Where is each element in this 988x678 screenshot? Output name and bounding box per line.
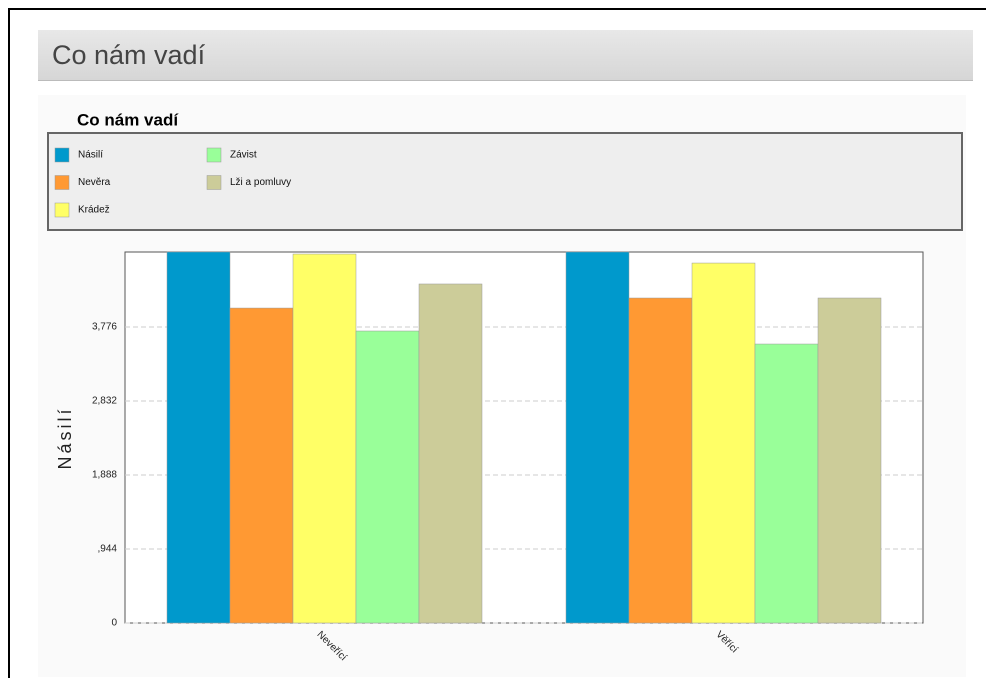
- x-tick-label: Věřící: [714, 629, 740, 655]
- bar: [691, 262, 756, 624]
- y-tick-label: ,944: [98, 544, 118, 555]
- bar: [292, 253, 357, 624]
- legend-label: Nevěra: [78, 177, 111, 188]
- bar: [166, 251, 231, 624]
- legend-label: Lži a pomluvy: [230, 177, 291, 188]
- legend-label: Krádež: [78, 205, 110, 216]
- bar: [355, 330, 420, 624]
- legend-swatch: [54, 147, 70, 163]
- y-axis-label: Násilí: [55, 406, 75, 469]
- page-header: Co nám vadí: [38, 30, 973, 81]
- bar: [565, 251, 630, 624]
- page-title: Co nám vadí: [52, 40, 206, 70]
- legend-swatch: [206, 175, 222, 190]
- legend-label: Násilí: [78, 150, 103, 161]
- x-tick-label: Neveřící: [315, 629, 349, 663]
- bar: [229, 307, 294, 624]
- legend-box: [47, 132, 963, 231]
- bar: [754, 343, 819, 624]
- bar: [418, 283, 483, 624]
- chart-title: Co nám vadí: [77, 110, 179, 129]
- window-frame: [8, 8, 986, 678]
- y-tick-label: 3,776: [92, 322, 117, 333]
- bar: [628, 297, 693, 624]
- y-tick-label: 2,832: [92, 396, 117, 407]
- legend-label: Závist: [230, 150, 257, 161]
- bar: [817, 297, 882, 624]
- legend-swatch: [54, 175, 70, 190]
- legend-swatch: [206, 147, 222, 163]
- legend-swatch: [54, 202, 70, 218]
- y-tick-label: 1,888: [92, 470, 117, 481]
- y-tick-label: 0: [111, 618, 117, 629]
